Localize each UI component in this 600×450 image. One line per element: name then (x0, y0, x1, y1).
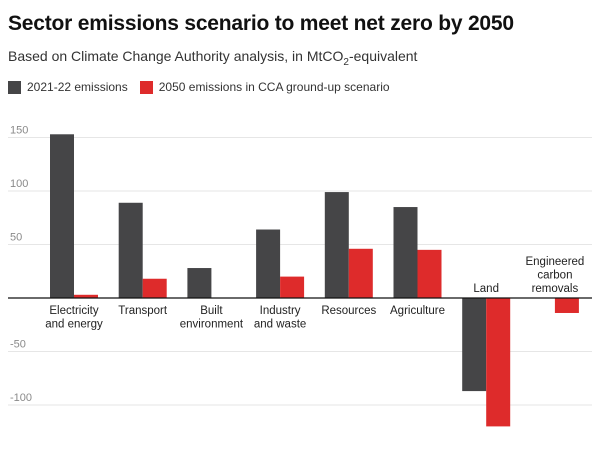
legend: 2021-22 emissions 2050 emissions in CCA … (8, 80, 402, 94)
category-label-line: Transport (118, 305, 168, 317)
y-tick-label: -50 (10, 339, 26, 351)
category-label-line: Agriculture (390, 305, 445, 317)
y-tick-label: 50 (10, 232, 22, 244)
category-label-line: environment (180, 319, 244, 331)
category-label: Built environment (180, 305, 244, 331)
category-label-line: removals (532, 283, 579, 295)
category-label: Industry and waste (254, 305, 306, 331)
legend-item-2021: 2021-22 emissions (8, 80, 128, 94)
bar-2050 (348, 248, 373, 298)
bar-2050 (280, 276, 305, 298)
chart-subtitle: Based on Climate Change Authority analys… (8, 48, 417, 68)
subtitle-subscript: 2 (343, 56, 349, 68)
bar-2021 (324, 192, 349, 298)
bar-2050 (417, 249, 442, 298)
category-label-line: Built (200, 305, 223, 317)
bar-2021 (50, 134, 74, 298)
category-label: Engineered carbon removals (525, 256, 584, 295)
category-label-line: Engineered (525, 256, 584, 268)
category-label-line: Industry (260, 305, 301, 317)
y-tick-label: 150 (10, 125, 28, 137)
legend-swatch-2021 (8, 80, 21, 94)
category-label-line: carbon (537, 270, 572, 282)
category-label-line: and waste (254, 319, 306, 331)
category-label-line: and energy (45, 319, 103, 331)
legend-item-2050: 2050 emissions in CCA ground-up scenario (139, 80, 390, 94)
category-label: Transport (118, 305, 168, 317)
category-label-line: Land (473, 283, 499, 295)
category-label: Resources (321, 305, 376, 317)
y-tick-label: 100 (10, 178, 28, 190)
category-label-line: Resources (321, 305, 376, 317)
legend-swatch-2050 (139, 80, 153, 94)
category-label: Electricity and energy (45, 305, 103, 331)
bar-2021 (118, 202, 143, 298)
chart-title: Sector emissions scenario to meet net ze… (8, 12, 514, 35)
bar-2021 (462, 298, 487, 392)
bar-2050 (554, 298, 579, 313)
bar-2050 (486, 298, 511, 427)
legend-label-2021: 2021-22 emissions (27, 80, 128, 94)
category-label: Land (473, 283, 499, 295)
legend-label-2050: 2050 emissions in CCA ground-up scenario (158, 80, 390, 94)
bar-2021 (187, 268, 212, 298)
bar-2021 (393, 207, 418, 298)
subtitle-unit-suffix: -equivalent (348, 48, 418, 64)
subtitle-text: Based on Climate Change Authority analys… (8, 48, 344, 64)
category-label: Agriculture (390, 305, 445, 317)
y-tick-label: -100 (10, 392, 32, 404)
category-label-line: Electricity (49, 305, 98, 317)
bar-2021 (256, 229, 281, 298)
bar-2050 (74, 294, 98, 298)
bar-2050 (142, 278, 167, 298)
